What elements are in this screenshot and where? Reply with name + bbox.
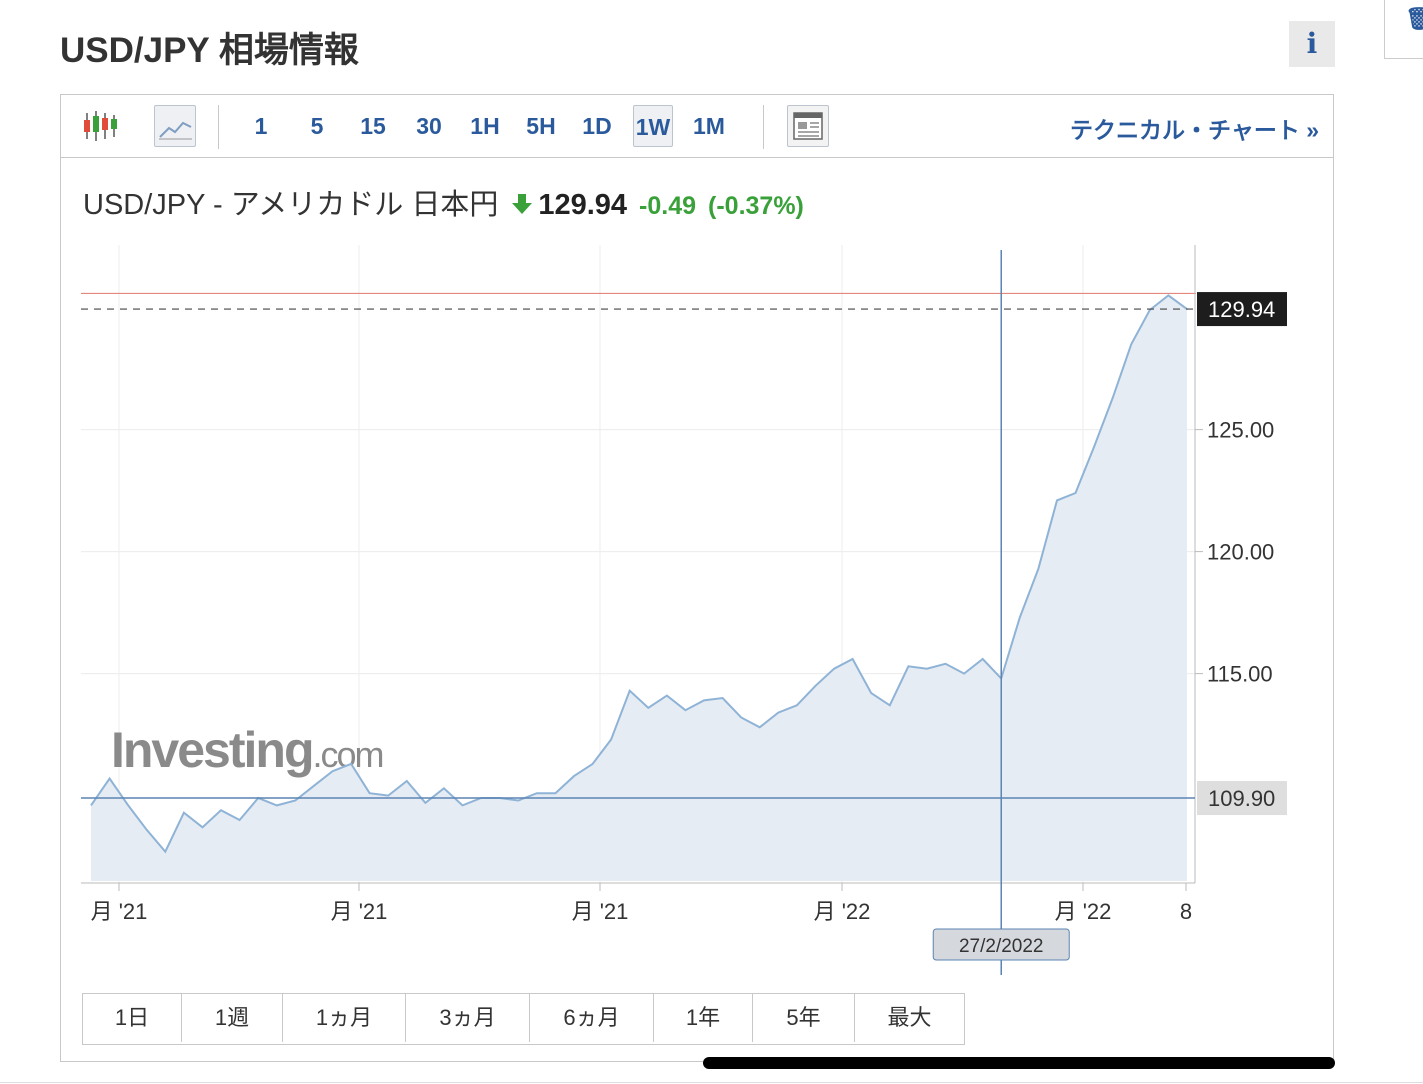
interval-15[interactable]: 15 <box>360 113 386 139</box>
range-button[interactable]: 1週 <box>182 994 283 1042</box>
y-tick-label: 125.00 <box>1207 418 1274 443</box>
range-button[interactable]: 1年 <box>654 994 753 1042</box>
price-change-percent: (-0.37%) <box>708 192 804 220</box>
interval-1w[interactable]: 1W <box>633 105 673 147</box>
last-price-label-bg <box>1197 292 1287 327</box>
price-chart[interactable]: Investing.com125.00120.00115.00129.94109… <box>61 95 1333 975</box>
crosshair-x-label-bg <box>932 928 1070 961</box>
range-button[interactable]: 5年 <box>753 994 855 1042</box>
page-divider <box>0 1082 1423 1083</box>
chart-toolbar: 1 5 15 30 1H 5H 1D 1W 1M テクニカル・チャート » <box>61 95 1333 158</box>
interval-5[interactable]: 5 <box>310 113 324 139</box>
x-tick-label: 月 '21 <box>572 899 629 924</box>
range-button[interactable]: 3ヵ月 <box>406 994 530 1042</box>
range-button[interactable]: 1日 <box>83 994 182 1042</box>
price-change: -0.49 <box>639 192 697 220</box>
interval-1m[interactable]: 1M <box>693 113 725 139</box>
chart-widget: 1 5 15 30 1H 5H 1D 1W 1M テクニカル・チャート » USD/JPY - … <box>60 94 1334 1062</box>
candlestick-chart-icon[interactable] <box>79 105 121 147</box>
down-arrow-icon <box>512 190 533 223</box>
interval-1h[interactable]: 1H <box>470 113 500 139</box>
last-price-label: 129.94 <box>1208 297 1275 322</box>
range-button[interactable]: 6ヵ月 <box>530 994 654 1042</box>
toolbar-divider <box>218 105 219 149</box>
instrument-name: USD/JPY - アメリカドル 日本円 <box>83 189 499 221</box>
trash-icon[interactable]: 🗑 <box>1405 6 1423 31</box>
page-title: USD/JPY 相場情報 <box>60 31 359 70</box>
crosshair-y-label: 109.90 <box>1208 786 1275 811</box>
news-layout-icon[interactable] <box>787 105 829 147</box>
last-price: 129.94 <box>538 189 628 221</box>
crosshair-y-label-bg <box>1197 781 1287 816</box>
range-button[interactable]: 1ヵ月 <box>283 994 406 1042</box>
interval-1[interactable]: 1 <box>254 113 268 139</box>
x-tick-label: 月 '21 <box>91 899 148 924</box>
y-tick-label: 115.00 <box>1207 662 1273 687</box>
x-tick-label: 月 '21 <box>331 899 388 924</box>
x-tick-label: 8 <box>1180 899 1192 924</box>
area-fill <box>91 295 1187 881</box>
x-tick-label: 月 '22 <box>814 899 871 924</box>
info-button[interactable]: i <box>1289 21 1335 67</box>
price-series-line <box>90 294 1188 854</box>
x-tick-label: 月 '22 <box>1055 899 1112 924</box>
y-tick-label: 120.00 <box>1207 540 1274 565</box>
range-selector: 1日 1週 1ヵ月 3ヵ月 6ヵ月 1年 5年 最大 <box>82 993 965 1045</box>
interval-1d[interactable]: 1D <box>582 113 612 139</box>
range-button[interactable]: 最大 <box>887 1005 932 1030</box>
toolbar-divider <box>763 105 764 149</box>
horizontal-scrollbar[interactable] <box>703 1057 1335 1069</box>
area-chart-icon[interactable] <box>154 105 196 147</box>
side-panel-edge[interactable]: 🗑 <box>1384 0 1423 59</box>
crosshair-x-label: 27/2/2022 <box>959 936 1044 957</box>
quote-line: USD/JPY - アメリカドル 日本円 129.94 -0.49 (-0.37%) <box>83 181 804 223</box>
interval-5h[interactable]: 5H <box>526 113 556 139</box>
interval-30[interactable]: 30 <box>416 113 442 139</box>
technical-chart-link[interactable]: テクニカル・チャート » <box>1070 117 1319 143</box>
